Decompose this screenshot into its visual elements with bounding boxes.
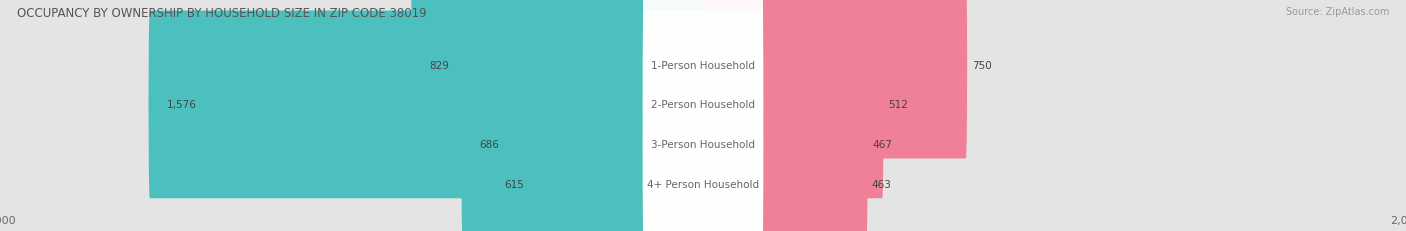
FancyBboxPatch shape (703, 12, 884, 198)
FancyBboxPatch shape (461, 51, 704, 231)
FancyBboxPatch shape (486, 91, 704, 231)
Text: 467: 467 (872, 140, 893, 149)
FancyBboxPatch shape (643, 51, 763, 231)
Text: 4+ Person Household: 4+ Person Household (647, 179, 759, 189)
Text: 2-Person Household: 2-Person Household (651, 100, 755, 110)
Text: 829: 829 (429, 60, 449, 70)
FancyBboxPatch shape (643, 91, 763, 231)
FancyBboxPatch shape (411, 0, 704, 159)
Text: 615: 615 (505, 179, 524, 189)
Text: 1-Person Household: 1-Person Household (651, 60, 755, 70)
FancyBboxPatch shape (703, 91, 866, 231)
Text: 1,576: 1,576 (166, 100, 197, 110)
FancyBboxPatch shape (703, 51, 868, 231)
Text: 686: 686 (479, 140, 499, 149)
Text: OCCUPANCY BY OWNERSHIP BY HOUSEHOLD SIZE IN ZIP CODE 38019: OCCUPANCY BY OWNERSHIP BY HOUSEHOLD SIZE… (17, 7, 426, 20)
Text: Source: ZipAtlas.com: Source: ZipAtlas.com (1285, 7, 1389, 17)
Text: 3-Person Household: 3-Person Household (651, 140, 755, 149)
Text: 750: 750 (972, 60, 991, 70)
FancyBboxPatch shape (148, 12, 704, 198)
FancyBboxPatch shape (643, 12, 763, 198)
FancyBboxPatch shape (643, 0, 763, 159)
FancyBboxPatch shape (703, 0, 967, 159)
Text: 512: 512 (889, 100, 908, 110)
Text: 463: 463 (872, 179, 891, 189)
